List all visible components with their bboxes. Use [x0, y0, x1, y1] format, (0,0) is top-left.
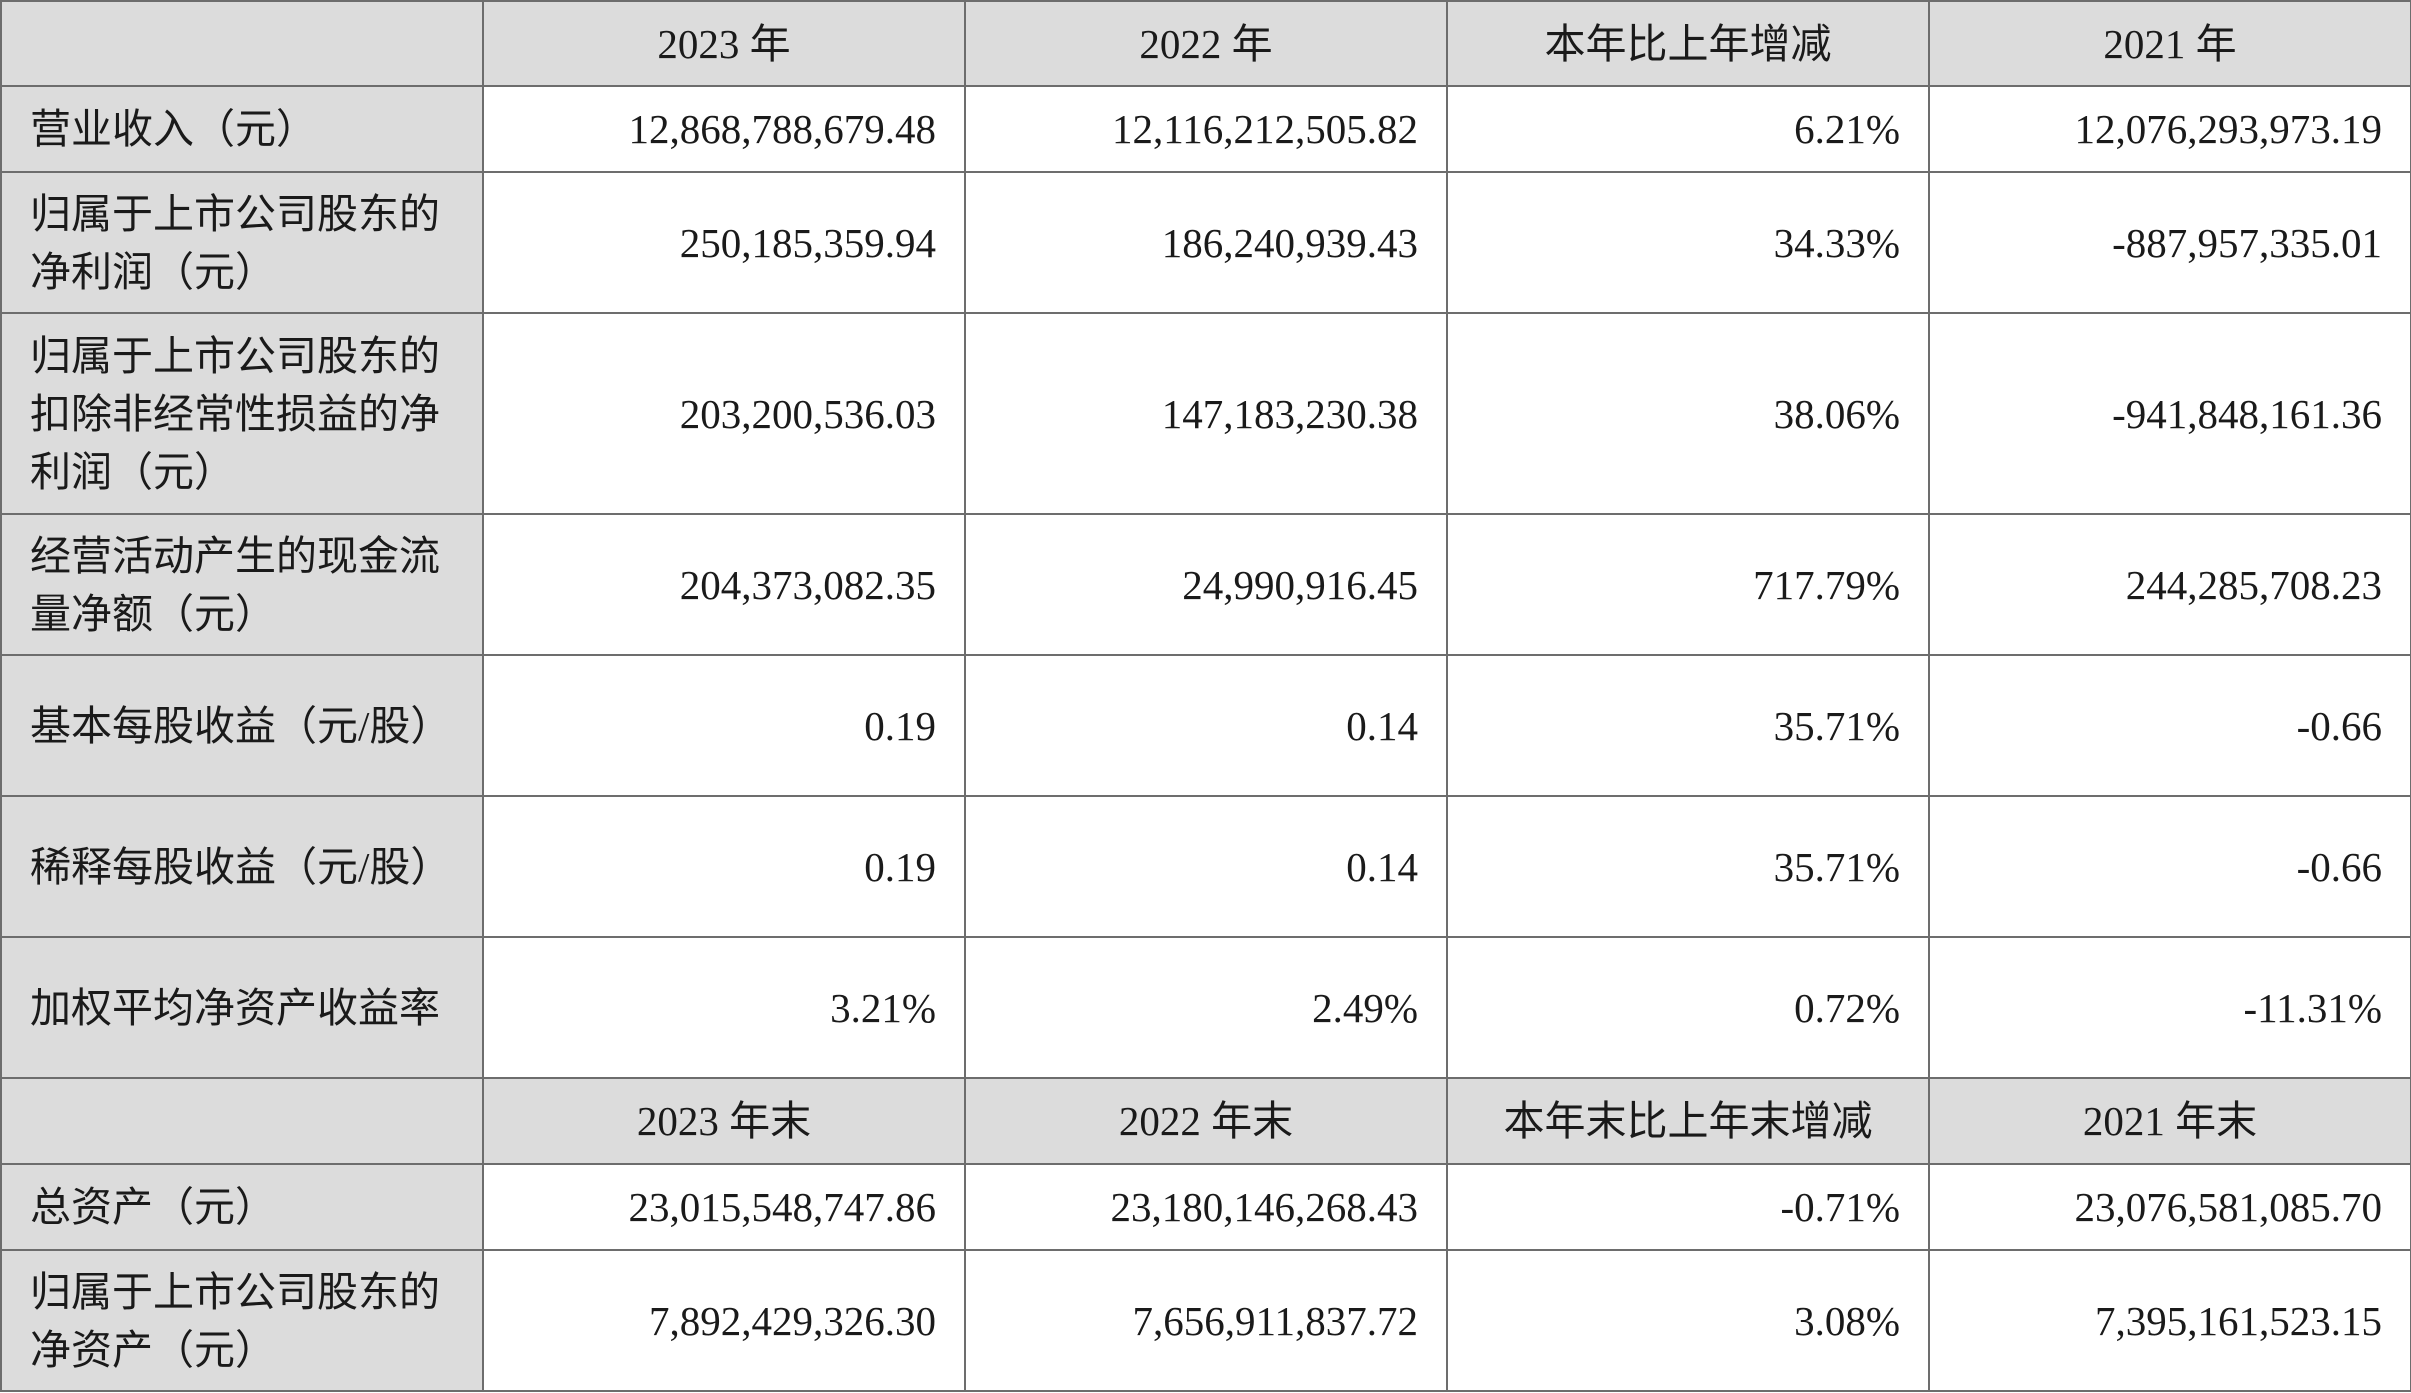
- table-cell: 2.49%: [964, 936, 1448, 1079]
- table-cell: 0.14: [964, 795, 1448, 938]
- table-cell: 35.71%: [1446, 795, 1930, 938]
- table-cell: 38.06%: [1446, 312, 1930, 515]
- table-cell: 0.19: [482, 654, 966, 797]
- table-cell: 12,868,788,679.48: [482, 85, 966, 173]
- table-cell: 7,892,429,326.30: [482, 1249, 966, 1392]
- table-row: 归属于上市公司股东的净利润（元） 250,185,359.94 186,240,…: [0, 171, 2411, 314]
- table-cell: 6.21%: [1446, 85, 1930, 173]
- table-cell: 250,185,359.94: [482, 171, 966, 314]
- header-corner-cell: [0, 1077, 484, 1165]
- table-cell: 7,656,911,837.72: [964, 1249, 1448, 1392]
- table-row: 经营活动产生的现金流量净额（元） 204,373,082.35 24,990,9…: [0, 513, 2411, 656]
- table-cell: 147,183,230.38: [964, 312, 1448, 515]
- table-row: 归属于上市公司股东的净资产（元） 7,892,429,326.30 7,656,…: [0, 1249, 2411, 1392]
- header-corner-cell: [0, 0, 484, 87]
- row-label-diluted-eps: 稀释每股收益（元/股）: [0, 795, 484, 938]
- row-label-net-profit: 归属于上市公司股东的净利润（元）: [0, 171, 484, 314]
- table-cell: 203,200,536.03: [482, 312, 966, 515]
- column-header-2021-end: 2021 年末: [1928, 1077, 2411, 1165]
- table-cell: 23,180,146,268.43: [964, 1163, 1448, 1251]
- column-header-2023: 2023 年: [482, 0, 966, 87]
- table-row: 稀释每股收益（元/股） 0.19 0.14 35.71% -0.66: [0, 795, 2411, 938]
- table-cell: 3.21%: [482, 936, 966, 1079]
- row-label-net-profit-excl-nonrecurring: 归属于上市公司股东的扣除非经常性损益的净利润（元）: [0, 312, 484, 515]
- column-header-2022-end: 2022 年末: [964, 1077, 1448, 1165]
- table-cell: 0.72%: [1446, 936, 1930, 1079]
- table-row: 营业收入（元） 12,868,788,679.48 12,116,212,505…: [0, 85, 2411, 173]
- table-cell: 244,285,708.23: [1928, 513, 2411, 656]
- row-label-total-assets: 总资产（元）: [0, 1163, 484, 1251]
- row-label-revenue: 营业收入（元）: [0, 85, 484, 173]
- table-header-row: 2023 年末 2022 年末 本年末比上年末增减 2021 年末: [0, 1077, 2411, 1165]
- table-cell: 717.79%: [1446, 513, 1930, 656]
- column-header-year-end-change: 本年末比上年末增减: [1446, 1077, 1930, 1165]
- table-row: 总资产（元） 23,015,548,747.86 23,180,146,268.…: [0, 1163, 2411, 1251]
- column-header-yoy-change: 本年比上年增减: [1446, 0, 1930, 87]
- table-cell: 0.14: [964, 654, 1448, 797]
- table-cell: 34.33%: [1446, 171, 1930, 314]
- row-label-operating-cash-flow: 经营活动产生的现金流量净额（元）: [0, 513, 484, 656]
- table-cell: 186,240,939.43: [964, 171, 1448, 314]
- table-cell: 3.08%: [1446, 1249, 1930, 1392]
- table-cell: 35.71%: [1446, 654, 1930, 797]
- table-cell: 23,015,548,747.86: [482, 1163, 966, 1251]
- table-cell: 12,076,293,973.19: [1928, 85, 2411, 173]
- table-cell: 204,373,082.35: [482, 513, 966, 656]
- row-label-weighted-roe: 加权平均净资产收益率: [0, 936, 484, 1079]
- table-cell: -941,848,161.36: [1928, 312, 2411, 515]
- table-header-row: 2023 年 2022 年 本年比上年增减 2021 年: [0, 0, 2411, 87]
- table-row: 基本每股收益（元/股） 0.19 0.14 35.71% -0.66: [0, 654, 2411, 797]
- table-cell: -0.66: [1928, 795, 2411, 938]
- column-header-2023-end: 2023 年末: [482, 1077, 966, 1165]
- table-cell: 7,395,161,523.15: [1928, 1249, 2411, 1392]
- table-cell: -887,957,335.01: [1928, 171, 2411, 314]
- table-cell: -11.31%: [1928, 936, 2411, 1079]
- row-label-net-assets: 归属于上市公司股东的净资产（元）: [0, 1249, 484, 1392]
- table-row: 加权平均净资产收益率 3.21% 2.49% 0.72% -11.31%: [0, 936, 2411, 1079]
- table-cell: 0.19: [482, 795, 966, 938]
- table-cell: -0.71%: [1446, 1163, 1930, 1251]
- column-header-2021: 2021 年: [1928, 0, 2411, 87]
- column-header-2022: 2022 年: [964, 0, 1448, 87]
- table-cell: -0.66: [1928, 654, 2411, 797]
- row-label-basic-eps: 基本每股收益（元/股）: [0, 654, 484, 797]
- table-cell: 23,076,581,085.70: [1928, 1163, 2411, 1251]
- table-cell: 12,116,212,505.82: [964, 85, 1448, 173]
- table-row: 归属于上市公司股东的扣除非经常性损益的净利润（元） 203,200,536.03…: [0, 312, 2411, 515]
- table-cell: 24,990,916.45: [964, 513, 1448, 656]
